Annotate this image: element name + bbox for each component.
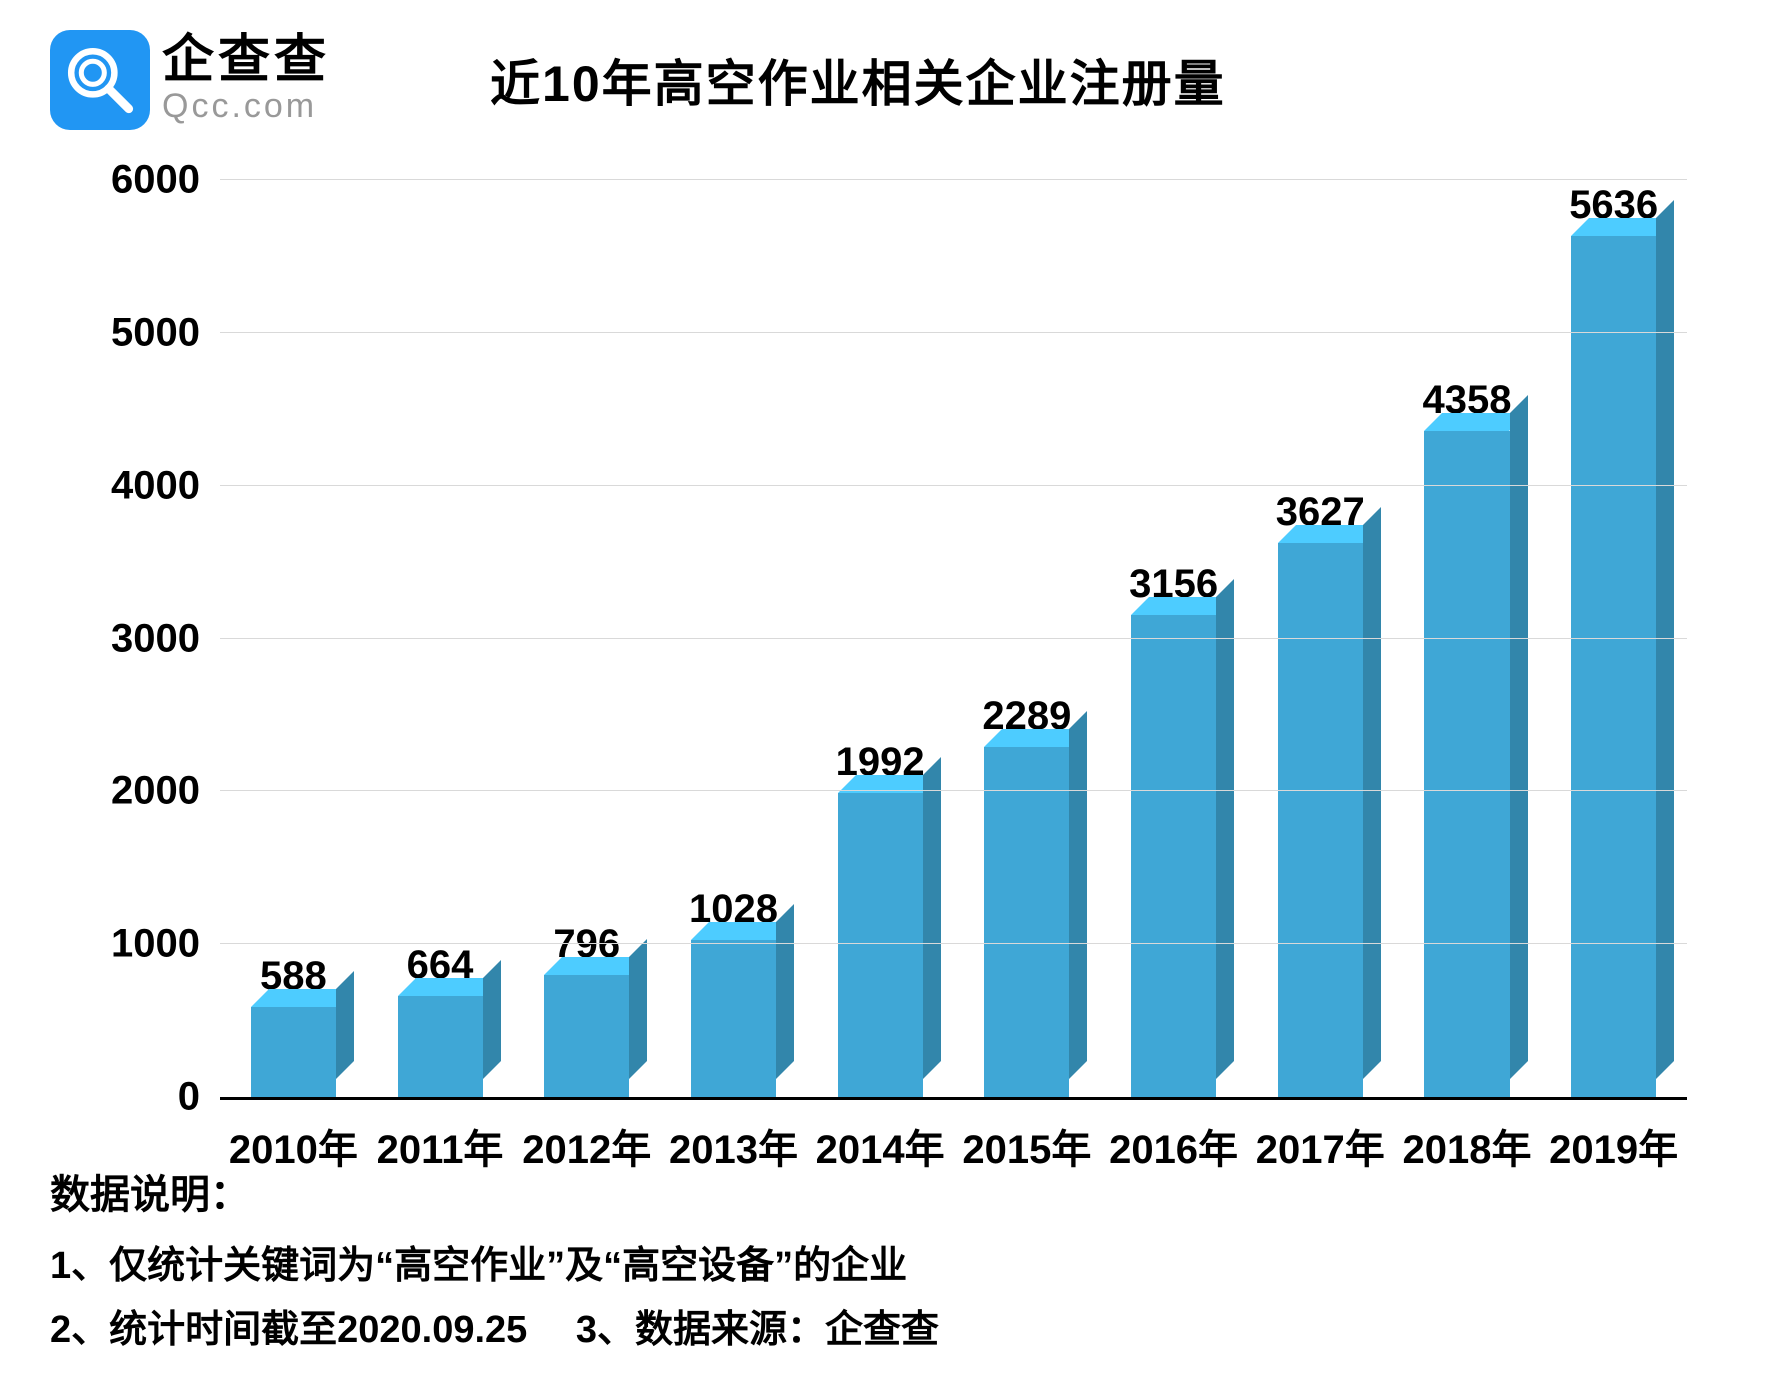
footnote-heading: 数据说明：: [50, 1162, 1727, 1220]
plot-area: 5882010年6642011年7962012年10282013年1992201…: [220, 180, 1687, 1100]
bar-slot: 5882010年: [220, 180, 367, 1097]
bar: [398, 996, 483, 1097]
bar-slot: 36272017年: [1247, 180, 1394, 1097]
bars-container: 5882010年6642011年7962012年10282013年1992201…: [220, 180, 1687, 1097]
bar-front: [838, 793, 923, 1097]
gridline: [220, 179, 1687, 180]
bar: [1571, 236, 1656, 1097]
footnote-line-2: 2、统计时间截至2020.09.25 3、数据来源：企查查: [50, 1298, 1727, 1363]
bar-side: [336, 971, 354, 1079]
bar-side: [923, 757, 941, 1079]
bar-slot: 6642011年: [367, 180, 514, 1097]
y-axis-tick: 1000: [80, 922, 200, 967]
bar-side: [776, 904, 794, 1079]
bar-slot: 56362019年: [1540, 180, 1687, 1097]
bar-side: [1363, 507, 1381, 1079]
footnote-line-1: 1、仅统计关键词为“高空作业”及“高空设备”的企业: [50, 1234, 1727, 1299]
bar-front: [544, 975, 629, 1097]
bar-front: [691, 940, 776, 1097]
y-axis-tick: 2000: [80, 769, 200, 814]
y-axis-tick: 5000: [80, 310, 200, 355]
logo-block: 企查查 Qcc.com: [50, 30, 330, 130]
bar: [984, 747, 1069, 1097]
bar-slot: 10282013年: [660, 180, 807, 1097]
y-axis-tick: 6000: [80, 158, 200, 203]
footnotes: 数据说明： 1、仅统计关键词为“高空作业”及“高空设备”的企业 2、统计时间截至…: [50, 1162, 1727, 1363]
gridline: [220, 332, 1687, 333]
bar: [1424, 431, 1509, 1097]
bar-front: [251, 1007, 336, 1097]
bar-front: [398, 996, 483, 1097]
gridline: [220, 790, 1687, 791]
magnifier-icon: [64, 44, 136, 116]
bar-slot: 22892015年: [954, 180, 1101, 1097]
bar-front: [984, 747, 1069, 1097]
bar-front: [1571, 236, 1656, 1097]
bar-side: [1216, 579, 1234, 1079]
logo-english: Qcc.com: [162, 86, 330, 127]
bar: [251, 1007, 336, 1097]
bar-front: [1424, 431, 1509, 1097]
bar-side: [1510, 395, 1528, 1079]
bar: [544, 975, 629, 1097]
bar-side: [1069, 711, 1087, 1079]
gridline: [220, 943, 1687, 944]
gridline: [220, 485, 1687, 486]
bar: [691, 940, 776, 1097]
chart-title: 近10年高空作业相关企业注册量: [490, 44, 1226, 116]
bar: [1131, 615, 1216, 1097]
qcc-logo-icon: [50, 30, 150, 130]
bar-side: [483, 960, 501, 1079]
bar-slot: 7962012年: [513, 180, 660, 1097]
chart-container: 5882010年6642011年7962012年10282013年1992201…: [50, 170, 1727, 1190]
y-axis-tick: 0: [80, 1075, 200, 1120]
header: 企查查 Qcc.com 近10年高空作业相关企业注册量: [50, 30, 1727, 130]
bar-slot: 31562016年: [1100, 180, 1247, 1097]
logo-text: 企查查 Qcc.com: [162, 34, 330, 127]
bar-front: [1131, 615, 1216, 1097]
y-axis-tick: 4000: [80, 463, 200, 508]
bar-front: [1278, 543, 1363, 1097]
logo-chinese: 企查查: [162, 34, 330, 86]
gridline: [220, 638, 1687, 639]
bar-slot: 43582018年: [1394, 180, 1541, 1097]
bar-side: [629, 939, 647, 1079]
y-axis-tick: 3000: [80, 616, 200, 661]
bar: [1278, 543, 1363, 1097]
bar: [838, 793, 923, 1097]
bar-slot: 19922014年: [807, 180, 954, 1097]
